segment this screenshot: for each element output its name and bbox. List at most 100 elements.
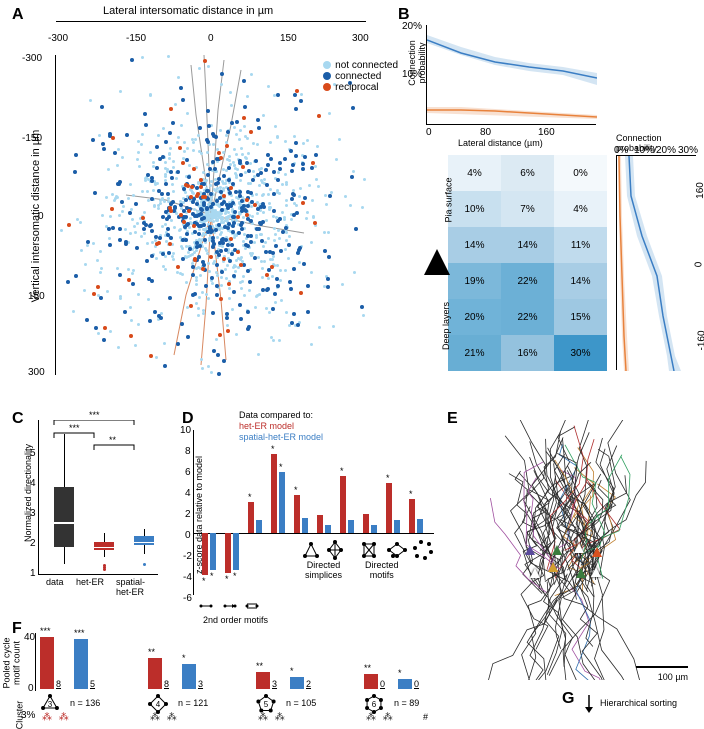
scatter-dot [103,326,107,330]
tick: 8 [185,446,191,457]
scatter-dot [183,141,186,144]
tick: 30% [678,145,698,156]
scatter-dot [233,265,236,268]
bar [148,658,162,689]
scatter-dot [183,150,186,153]
scatter-dot [315,178,318,181]
scatter-dot [263,178,266,181]
soma-triangle [552,545,562,555]
scatter-dot [312,215,315,218]
sig: *** [74,628,85,638]
scatter-dot [241,153,244,156]
scatter-dot [289,149,293,153]
scatter-dot [143,112,147,116]
scatter-dot [181,98,185,102]
scatter-dot [171,255,174,258]
scatter-dot [261,288,265,292]
scatter-dot [326,277,330,281]
scatter-dot [157,207,160,210]
scatter-dot [182,157,185,160]
scatter-dot [217,372,221,376]
scatter-dot [272,209,276,213]
scatter-dot [215,271,218,274]
scatter-dot [264,241,267,244]
scatter-dot [202,171,205,174]
scatter-dot [289,287,293,291]
scatter-dot [151,241,154,244]
scatter-dot [219,297,223,301]
bar [248,502,254,534]
svg-text:4: 4 [156,700,161,709]
scatter-dot [207,262,210,265]
scatter-dot [232,274,236,278]
scatter-dot [296,323,300,327]
scatter-dot [278,339,281,342]
scatter-dot [263,260,266,263]
scatter-dot [301,201,305,205]
scatter-dot [131,272,134,275]
depth-triangle-icon [424,249,450,275]
scatter-dot [157,134,160,137]
scatter-dot [217,213,220,216]
scatter-dot [270,336,273,339]
scatter-dot [227,166,231,170]
scatter-dot [134,344,137,347]
scatter-dot [361,206,364,209]
scatter-dot [235,133,238,136]
pct: 3% [21,710,35,721]
scatter-dot [305,217,308,220]
heat-cell: 14% [554,263,607,299]
scatter-dot [284,226,288,230]
bar [325,525,331,533]
scatter-dot [302,262,306,266]
bar [279,472,285,533]
scatter-dot [266,153,270,157]
scatter-dot [76,218,79,221]
x-label: Lateral distance (µm) [458,138,543,148]
scatter-dot [249,130,253,134]
scatter-dot [145,259,149,263]
scatter-dot [206,109,210,113]
soma-triangle [576,568,586,578]
scatter-dot [244,171,247,174]
scatter-dot [273,239,276,242]
scatter-dot [198,296,201,299]
scatter-dot [173,206,177,210]
scatter-dot [209,255,213,259]
scatter-dot [221,245,224,248]
scatter-dot [278,237,281,240]
scatter-dot [292,312,296,316]
bar [256,520,262,533]
scatter-dot [197,266,200,269]
scatter-dot [209,219,212,222]
soma-triangle [591,567,601,577]
sig: * [398,668,402,678]
bar [363,514,369,533]
scatter-dot [238,138,241,141]
scatter-dot [200,217,204,221]
scatter-dot [274,301,277,304]
scatter-dot [99,250,102,253]
scatter-dot [86,240,90,244]
scatter-dot [220,202,224,206]
panel-f: Pooled cycle motif count 40 0 Cluster 3%… [8,625,448,725]
deep-label: Deep layers [441,302,451,350]
scatter-dot [127,268,130,271]
bar [317,515,323,533]
scatter-dot [198,150,201,153]
tick: 0 [426,127,432,138]
bar [210,533,216,570]
soma-triangle [530,568,540,578]
scatter-dot [245,157,248,160]
bar-count: 8 [164,679,169,689]
scatter-dot [203,59,207,63]
scatter-dot [269,141,272,144]
scatter-dot [267,277,270,280]
scatter-dot [281,230,285,234]
scatter-dot [146,190,149,193]
scatter-dot [203,238,207,242]
scatter-dot [257,353,260,356]
scatter-dot [115,195,118,198]
scatter-dot [79,221,82,224]
tick: 4 [30,478,36,489]
